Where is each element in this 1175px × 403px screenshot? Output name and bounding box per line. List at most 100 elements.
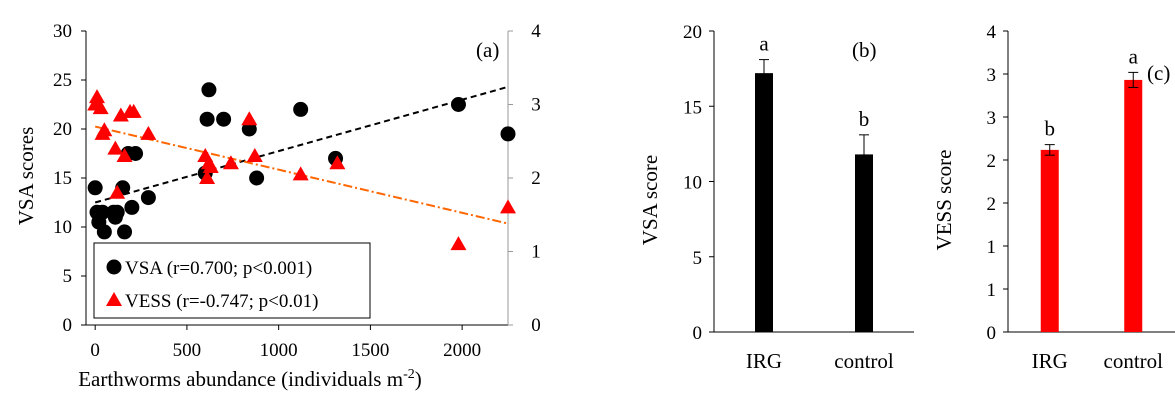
- bar-ytick-label: 2: [987, 151, 997, 172]
- vess-point: [112, 107, 129, 122]
- vsa-point: [124, 199, 140, 215]
- vess-point: [96, 122, 113, 137]
- vsa-point: [117, 224, 133, 240]
- bar-ytick-label: 0: [693, 323, 703, 344]
- bar-ytick-label: 2: [987, 194, 997, 215]
- legend-vess-label: VESS (r=-0.747; p<0.01): [125, 291, 318, 312]
- vess-point: [329, 155, 346, 170]
- vsa-point: [241, 121, 257, 137]
- bar-control: [855, 154, 873, 332]
- legend-vsa-marker: [106, 259, 122, 275]
- bar-irg: [755, 73, 773, 332]
- bar-ytick-label: 1: [987, 280, 997, 301]
- bar-ytick-label: 20: [683, 22, 702, 43]
- vsa-point: [96, 224, 112, 240]
- panel-a-xtick-label: 0: [90, 340, 100, 361]
- vsa-point: [128, 146, 144, 161]
- panel-a-ytick-label: 5: [63, 266, 73, 287]
- bar-category-label: control: [834, 349, 894, 373]
- panel-b-ylabel: VSA score: [638, 155, 662, 245]
- vess-point: [202, 158, 219, 173]
- significance-letter: a: [759, 32, 769, 56]
- bar-ytick-label: 3: [987, 108, 997, 129]
- bar-ytick-label: 1: [987, 237, 997, 258]
- vess-point: [500, 199, 516, 214]
- panel-b-ticks: 0 5 10 15 20: [683, 22, 914, 344]
- vsa-point: [199, 111, 215, 127]
- panel-a-y2tick-label: 2: [531, 168, 541, 189]
- panel-c-bars: b IRG a control: [1032, 44, 1163, 373]
- vsa-point: [140, 190, 156, 206]
- vsa-point: [216, 111, 232, 127]
- panel-c-label: (c): [1147, 61, 1170, 85]
- legend-box: [93, 242, 371, 319]
- bar-category-label: IRG: [1032, 349, 1068, 373]
- vess-point: [140, 125, 157, 140]
- legend-vsa-label: VSA (r=0.700; p<0.001): [125, 258, 312, 279]
- bar-panel-c: 0 1 1 2 2 3 3 4 b IRG a control (c) VESS score: [932, 22, 1175, 373]
- bar-panel-b: 0 5 10 15 20 a IRG b control (b) VSA score: [638, 22, 914, 373]
- bar-ytick-label: 5: [693, 248, 703, 269]
- vess-point: [109, 184, 126, 199]
- vess-point: [89, 89, 106, 104]
- panel-b-bars: a IRG b control: [746, 32, 894, 373]
- vess-point: [107, 140, 124, 155]
- vsa-point: [500, 126, 516, 142]
- vsa-point: [293, 101, 309, 117]
- panel-a-ytick-label: 20: [53, 119, 72, 140]
- bar-ytick-label: 15: [683, 97, 702, 118]
- vsa-point: [201, 82, 217, 98]
- vess-point: [116, 147, 133, 162]
- significance-letter: b: [859, 107, 870, 131]
- panel-c-ylabel: VESS score: [932, 150, 956, 251]
- bar-category-label: IRG: [746, 349, 782, 373]
- panel-c-ticks: 0 1 1 2 2 3 3 4: [987, 22, 1175, 344]
- significance-letter: b: [1045, 117, 1056, 141]
- bar-ytick-label: 10: [683, 173, 702, 194]
- panel-a-xtick-label: 500: [173, 340, 202, 361]
- panel-a-label: (a): [476, 38, 499, 62]
- vess-point: [450, 236, 467, 251]
- vess-point: [125, 103, 142, 118]
- bar-ytick-label: 4: [987, 22, 997, 43]
- panel-a-xlabel-end: ): [415, 367, 422, 391]
- panel-a-ytick-label: 15: [53, 168, 72, 189]
- vess-point: [292, 166, 309, 181]
- vess-point: [92, 100, 109, 115]
- panel-a-xlabel: Earthworms abundance (individuals m-2): [78, 367, 422, 391]
- panel-a-ticks: 0 5 10 15 20 25 30 0 1 2 3 4 0 500 1000 1500 2000: [53, 21, 541, 361]
- panel-a-y2tick-label: 4: [531, 21, 541, 42]
- vsa-point: [109, 204, 125, 220]
- scatter-panel-a: 0 5 10 15 20 25 30 0 1 2 3 4 0 500 1000 1500 2000 (a) VS…: [14, 21, 541, 391]
- trendline-0: [94, 85, 509, 204]
- panel-a-y2tick-label: 0: [531, 315, 541, 336]
- vess-point: [241, 111, 258, 126]
- bar-irg: [1040, 149, 1059, 332]
- panel-a-xlabel-main: Earthworms abundance (individuals m: [78, 367, 403, 391]
- panel-a-xtick-label: 1000: [260, 340, 298, 361]
- panel-a-legend: VSA (r=0.700; p<0.001) VESS (r=-0.747; p…: [93, 242, 371, 319]
- vsa-point: [87, 180, 103, 196]
- panel-a-y2tick-label: 1: [531, 242, 541, 263]
- bar-category-label: control: [1104, 349, 1164, 373]
- bar-ytick-label: 0: [987, 323, 997, 344]
- bar-ytick-label: 3: [987, 65, 997, 86]
- panel-a-points: [87, 82, 516, 251]
- panel-a-xtick-label: 1500: [351, 340, 389, 361]
- panel-b-label: (b): [852, 38, 877, 62]
- vess-point: [246, 147, 263, 162]
- significance-letter: a: [1129, 44, 1139, 68]
- vsa-point: [249, 170, 265, 186]
- bar-control: [1124, 79, 1143, 332]
- vsa-point: [450, 97, 466, 112]
- panel-a-ytick-label: 25: [53, 70, 72, 91]
- panel-a-xlabel-sup: -2: [403, 367, 415, 382]
- panel-a-ytick-label: 30: [53, 21, 72, 42]
- vess-point: [222, 155, 239, 170]
- panel-a-ytick-label: 10: [53, 217, 72, 238]
- panel-a-y2tick-label: 3: [531, 95, 541, 116]
- vess-point: [199, 170, 216, 184]
- panel-a-xtick-label: 2000: [443, 340, 481, 361]
- panel-a-ytick-label: 0: [63, 315, 73, 336]
